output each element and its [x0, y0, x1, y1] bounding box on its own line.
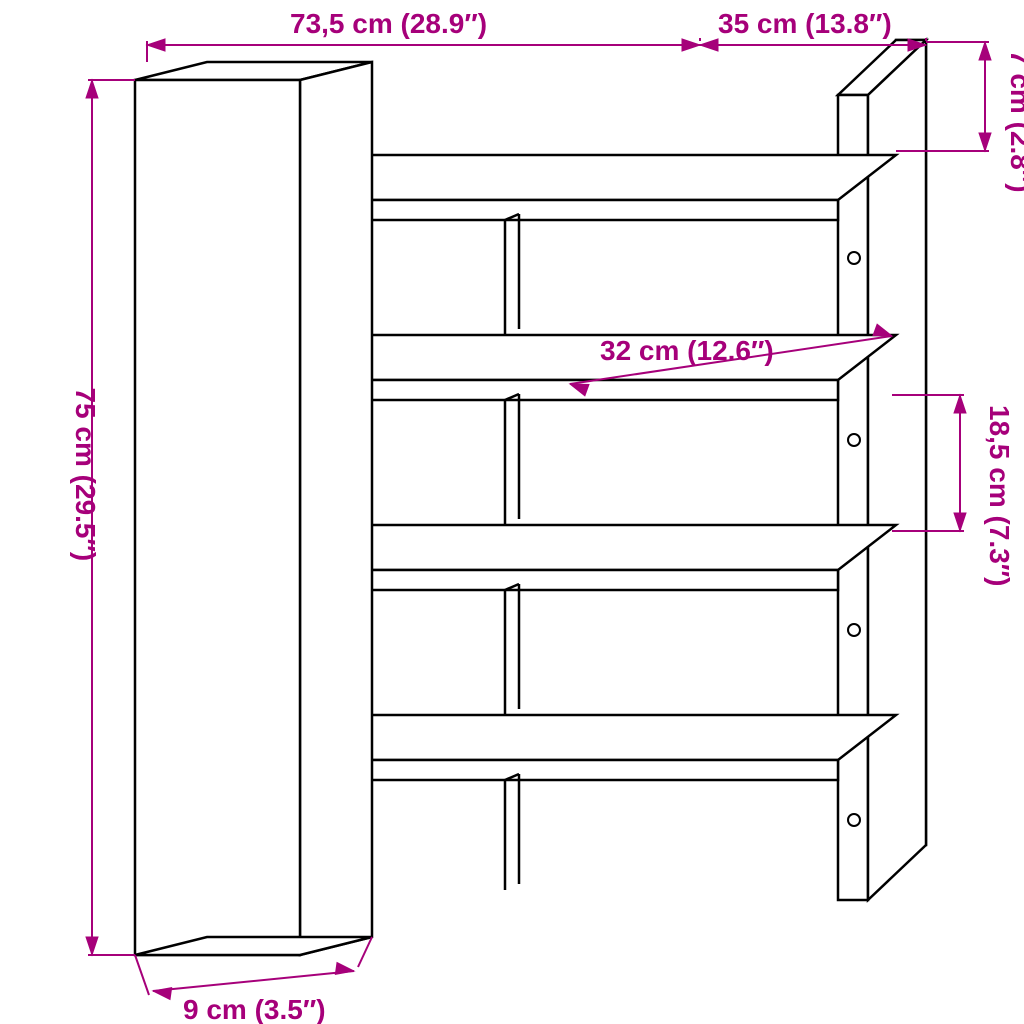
svg-text:35 cm (13.8″): 35 cm (13.8″): [718, 8, 892, 39]
svg-text:7 cm (2.8″): 7 cm (2.8″): [1005, 50, 1024, 193]
svg-text:75 cm (29.5″): 75 cm (29.5″): [70, 388, 101, 562]
svg-text:32 cm (12.6″): 32 cm (12.6″): [600, 335, 774, 366]
svg-text:73,5 cm (28.9″): 73,5 cm (28.9″): [290, 8, 487, 39]
svg-text:18,5 cm (7.3″): 18,5 cm (7.3″): [984, 405, 1015, 587]
svg-text:9 cm (3.5″): 9 cm (3.5″): [183, 994, 326, 1024]
